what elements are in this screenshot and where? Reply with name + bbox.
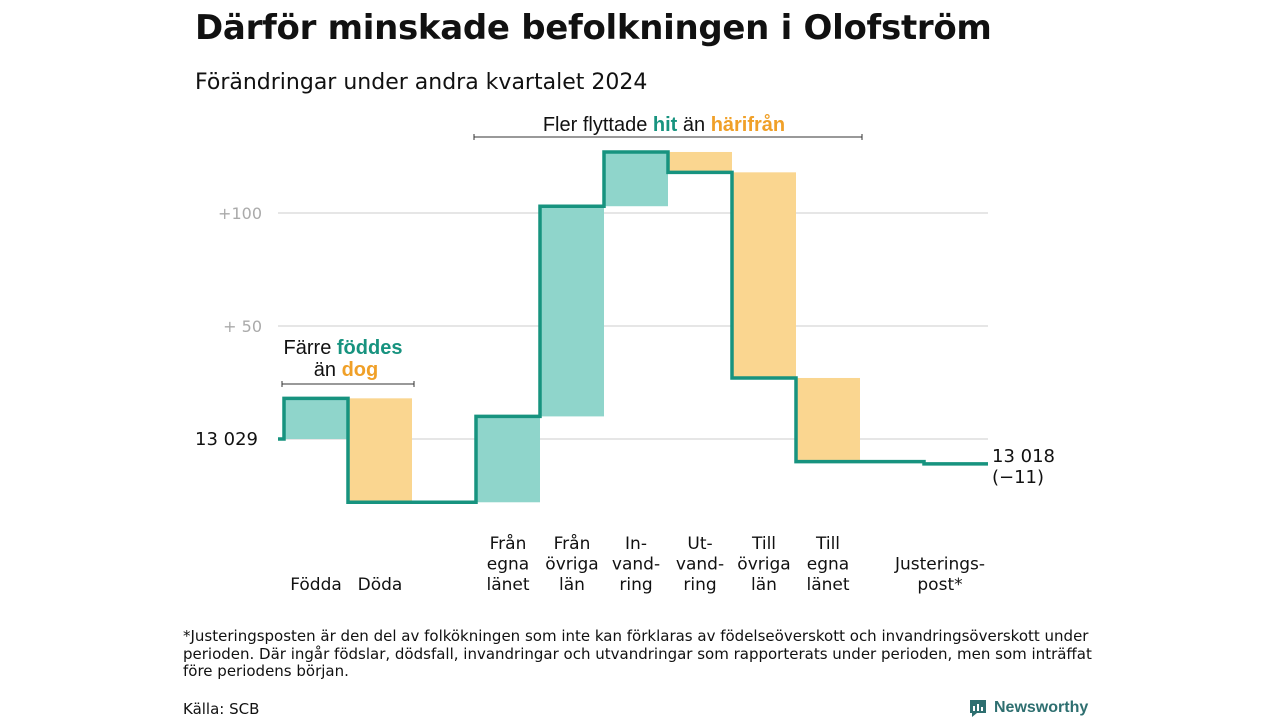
annotation-moved-text2: än (677, 114, 710, 136)
annotation-moved-highlight-out: härifrån (711, 113, 785, 136)
source-label: Källa: SCB (183, 700, 260, 718)
y-tick-label: + 50 (223, 317, 262, 336)
bar-utvandring (668, 151, 732, 173)
bar-doda (348, 398, 412, 503)
end-value-label: 13 018 (992, 446, 1055, 467)
category-label-invandring: ring (619, 575, 652, 595)
y-tick-label: +100 (218, 204, 262, 223)
start-value-label: 13 029 (195, 429, 258, 450)
category-label-till-egna-lanet: Till (815, 534, 840, 554)
category-label-justeringspost: Justerings- (894, 555, 985, 575)
bar-fran-egna-lanet (476, 416, 540, 503)
category-label-fran-ovriga-lan: övriga (545, 555, 598, 575)
annotation-born-line1: Färre föddes (284, 337, 403, 359)
category-label-till-ovriga-lan: övriga (737, 555, 790, 575)
chart-subtitle: Förändringar under andra kvartalet 2024 (195, 70, 648, 95)
category-label-fran-egna-lanet: egna (487, 555, 529, 575)
category-label-justeringspost: post* (917, 575, 962, 595)
annotation-born-text1: Färre (284, 337, 337, 359)
bar-till-ovriga-lan (732, 172, 796, 378)
annotation-moved-highlight-in: hit (653, 114, 678, 136)
annotation-died-highlight: dog (342, 359, 379, 381)
category-label-fran-ovriga-lan: län (559, 575, 585, 595)
annotation-born-highlight: föddes (337, 337, 403, 359)
y-axis-ticks: +100 + 50 13 029 13 018(−11) (195, 204, 1055, 488)
annotation-moved-text1: Fler flyttade (543, 114, 653, 136)
category-label-fran-egna-lanet: länet (486, 575, 529, 595)
category-label-till-ovriga-lan: Till (751, 534, 776, 554)
category-label-invandring: vand- (612, 555, 660, 575)
annotation-moved: Fler flyttade hit än härifrån (543, 113, 785, 136)
annotation-born-line2: än dog (314, 359, 378, 381)
category-label-till-egna-lanet: egna (807, 555, 849, 575)
category-label-till-egna-lanet: länet (806, 575, 849, 595)
cumulative-line (278, 150, 988, 505)
annotation-born-text2: än (314, 359, 342, 381)
category-label-till-ovriga-lan: län (751, 575, 777, 595)
brand-logo: Newsworthy (968, 697, 1088, 719)
category-label-doda: Döda (358, 575, 403, 595)
category-label-utvandring: ring (683, 575, 716, 595)
category-label-fodda: Födda (290, 575, 342, 595)
end-change-label: (−11) (992, 467, 1044, 488)
bar-fodda (284, 398, 348, 439)
category-label-utvandring: Ut- (687, 534, 712, 554)
footnote: *Justeringsposten är den del av folkökni… (183, 627, 1092, 680)
bar-till-egna-lanet (796, 377, 860, 462)
bar-invandring (604, 151, 668, 207)
step-line (278, 150, 988, 505)
category-label-fran-ovriga-lan: Från (554, 533, 591, 554)
bar-fran-ovriga-lan (540, 206, 604, 417)
bars (284, 151, 860, 503)
brand-name: Newsworthy (994, 699, 1089, 716)
category-label-utvandring: vand- (676, 555, 724, 575)
newsworthy-logo-icon (970, 700, 986, 717)
chart-title: Därför minskade befolkningen i Olofström (195, 8, 992, 48)
category-label-invandring: In- (625, 534, 647, 554)
category-label-fran-egna-lanet: Från (490, 533, 527, 554)
category-labels: Födda DödaFrånegnalänetFrånövrigalänIn-va… (290, 533, 985, 595)
